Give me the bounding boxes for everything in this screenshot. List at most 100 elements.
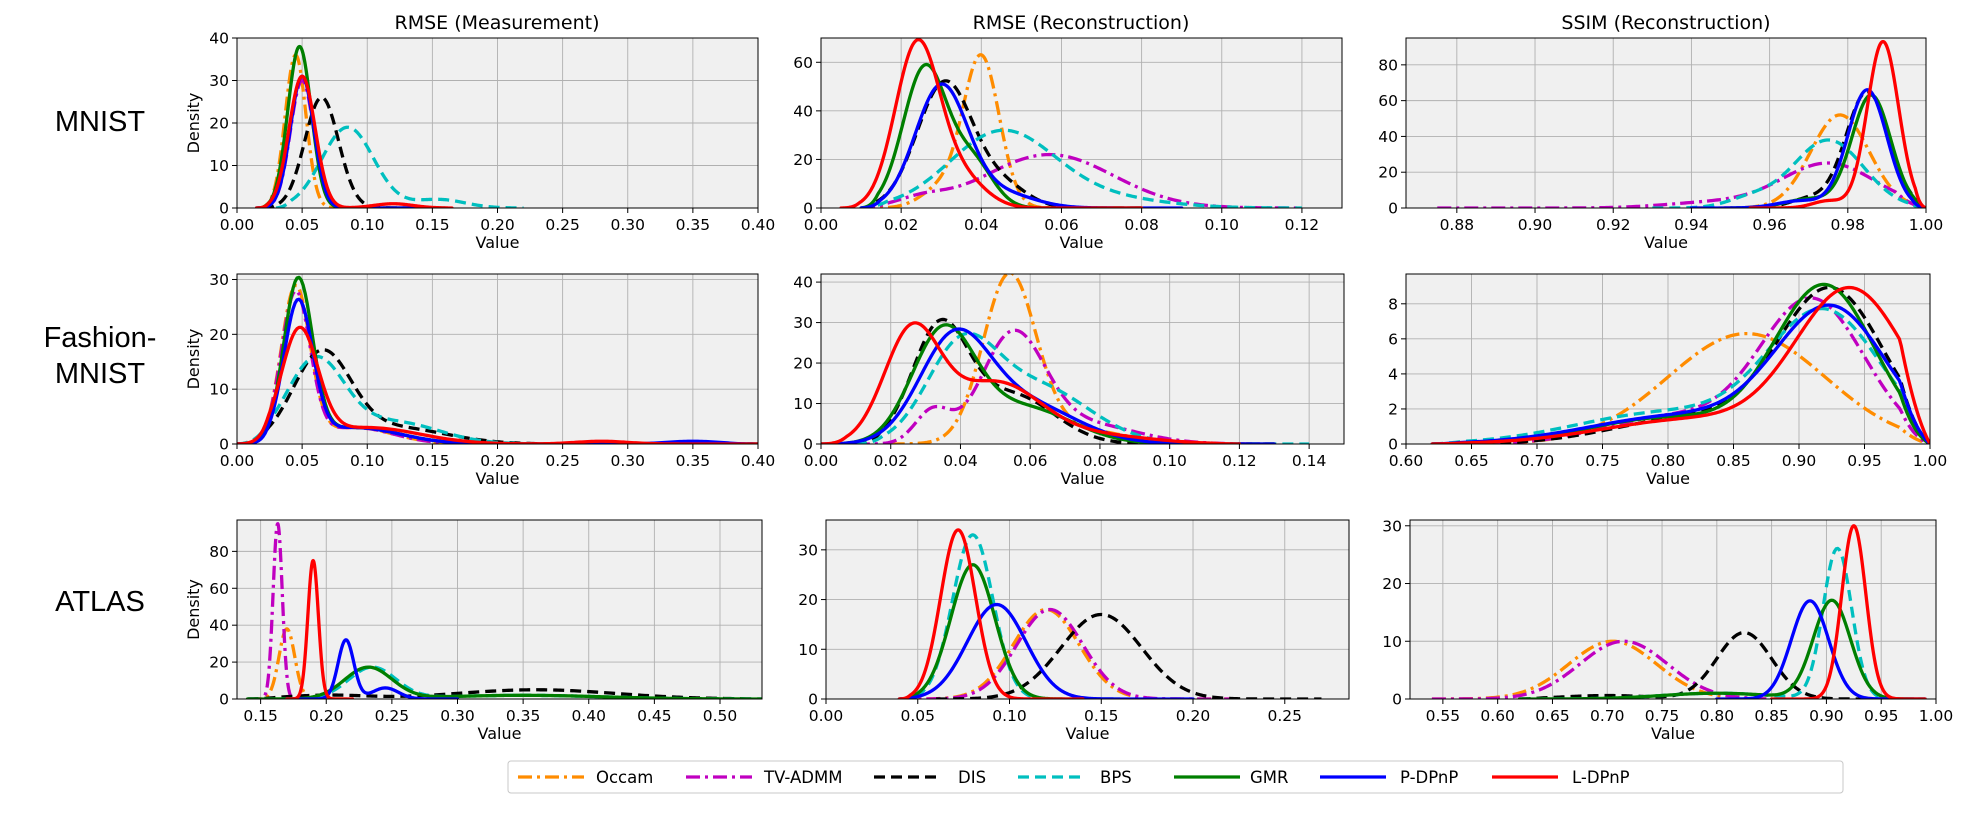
x-tick-label: 0.75 <box>1645 707 1680 725</box>
series-line-p-dpnp <box>897 602 1195 699</box>
y-tick-label: 40 <box>793 274 813 292</box>
x-tick-label: 0.05 <box>285 452 320 470</box>
series-line-l-dpnp <box>285 558 355 699</box>
legend-label-bps: BPS <box>1100 768 1132 787</box>
y-tick-label: 30 <box>1382 517 1402 535</box>
series-line-occam <box>246 627 354 699</box>
panel-atlas-rmse-measurement: 0.15 0.20 0.25 0.30 0.35 0.40 0.45 0.50 0 20 40 60 8… <box>184 519 763 743</box>
x-tick-label: 0.95 <box>1864 707 1899 725</box>
x-tick-label: 0.95 <box>1847 452 1882 470</box>
series-line-bps <box>860 128 1302 208</box>
series-line-dis <box>262 95 447 208</box>
series-line-gmr <box>245 665 762 699</box>
y-tick-label: 40 <box>209 617 229 635</box>
y-tick-label: 10 <box>209 157 229 175</box>
y-tick-label: 4 <box>1388 365 1398 383</box>
axes-frame <box>236 37 759 209</box>
row-label-fashion-line2: MNIST <box>55 358 146 390</box>
y-tick-label: 60 <box>209 580 229 598</box>
plot-area <box>821 274 1344 444</box>
axes-frame <box>236 519 763 700</box>
x-tick-label: 0.05 <box>900 707 935 725</box>
x-tick-label: 0.06 <box>1044 216 1079 234</box>
x-tick-label: 1.00 <box>1913 452 1948 470</box>
x-tick-label: 0.12 <box>1285 216 1320 234</box>
series-line-l-dpnp <box>254 74 454 208</box>
legend-label-p-dpnp: P-DPnP <box>1400 768 1458 787</box>
x-tick-label: 0.02 <box>873 452 908 470</box>
y-tick-label: 80 <box>1378 56 1398 74</box>
x-tick-label: 0.90 <box>1809 707 1844 725</box>
series-line-l-dpnp <box>897 528 1085 699</box>
panels: 0.00 0.05 0.10 0.15 0.20 0.25 0.30 0.35 0.40 0 10 2… <box>184 30 1953 744</box>
x-axis-label: Value <box>1646 469 1690 488</box>
y-tick-label: 20 <box>1378 164 1398 182</box>
column-title-2: RMSE (Reconstruction) <box>973 12 1190 34</box>
x-tick-label: 0.94 <box>1674 216 1709 234</box>
x-tick-label: 0.10 <box>1205 216 1240 234</box>
x-tick-label: 0.25 <box>545 216 580 234</box>
x-tick-label: 0.05 <box>285 216 320 234</box>
series-line-gmr <box>859 62 1144 208</box>
x-tick-label: 0.20 <box>1176 707 1211 725</box>
column-title-1: RMSE (Measurement) <box>395 12 600 34</box>
x-tick-label: 0.90 <box>1782 452 1817 470</box>
x-tick-label: 0.30 <box>610 216 645 234</box>
x-tick-label: 0.00 <box>220 216 255 234</box>
y-axis-label: Density <box>184 329 203 390</box>
y-tick-label: 20 <box>793 151 813 169</box>
x-tick-label: 0.55 <box>1426 707 1461 725</box>
y-axis-label: Density <box>184 579 203 640</box>
y-tick-label: 0 <box>1392 691 1402 709</box>
legend-item-dis: DIS <box>874 768 986 787</box>
column-titles: RMSE (Measurement) RMSE (Reconstruction)… <box>395 12 1771 34</box>
x-tick-label: 0.85 <box>1716 452 1751 470</box>
x-tick-label: 0.25 <box>545 452 580 470</box>
y-tick-label: 40 <box>793 102 813 120</box>
y-tick-label: 10 <box>1382 633 1402 651</box>
y-tick-label: 60 <box>793 54 813 72</box>
x-tick-label: 0.00 <box>804 452 839 470</box>
x-tick-label: 0.15 <box>415 216 450 234</box>
y-tick-label: 8 <box>1388 295 1398 313</box>
x-tick-label: 0.60 <box>1480 707 1515 725</box>
panel-atlas-rmse-reconstruction: 0.00 0.05 0.10 0.15 0.20 0.25 0 10 20 30 Value <box>798 519 1350 743</box>
y-axis-label: Density <box>184 93 203 154</box>
x-tick-label: 0.60 <box>1389 452 1424 470</box>
legend-item-l-dpnp: L-DPnP <box>1492 768 1630 787</box>
y-tick-label: 0 <box>219 691 229 709</box>
x-tick-label: 0.35 <box>676 452 711 470</box>
panel-fashion-mnist-rmse-reconstruction: 0.00 0.02 0.04 0.06 0.08 0.10 0.12 0.14 0 10 20 30 4… <box>793 273 1345 488</box>
x-tick-label: 0.92 <box>1596 216 1631 234</box>
x-tick-label: 0.30 <box>440 707 475 725</box>
x-tick-label: 0.15 <box>243 707 278 725</box>
x-tick-label: 0.35 <box>506 707 541 725</box>
y-tick-label: 30 <box>209 72 229 90</box>
x-tick-label: 0.70 <box>1520 452 1555 470</box>
y-tick-label: 0 <box>803 436 813 454</box>
y-tick-label: 20 <box>209 326 229 344</box>
axes-frame <box>1405 273 1931 445</box>
y-tick-label: 20 <box>209 115 229 133</box>
x-tick-label: 0.00 <box>809 707 844 725</box>
y-tick-label: 0 <box>219 436 229 454</box>
y-tick-label: 60 <box>1378 92 1398 110</box>
x-tick-label: 0.06 <box>1013 452 1048 470</box>
x-tick-label: 0.40 <box>571 707 606 725</box>
x-tick-label: 0.10 <box>992 707 1027 725</box>
x-tick-label: 0.35 <box>676 216 711 234</box>
panel-fashion-mnist-rmse-measurement: 0.00 0.05 0.10 0.15 0.20 0.25 0.30 0.35 0.40 0 10 2… <box>184 271 775 488</box>
series-line-occam <box>860 53 1143 208</box>
y-tick-label: 30 <box>793 314 813 332</box>
density-curves <box>1430 282 1930 444</box>
x-tick-label: 0.25 <box>375 707 410 725</box>
x-axis-label: Value <box>478 724 522 743</box>
x-tick-label: 0.65 <box>1535 707 1570 725</box>
legend-label-occam: Occam <box>596 768 653 787</box>
x-axis-label: Value <box>476 469 520 488</box>
plot-area <box>237 520 762 699</box>
y-tick-label: 6 <box>1388 330 1398 348</box>
series-line-tv-admm <box>237 289 758 444</box>
axes-frame <box>820 273 1345 445</box>
